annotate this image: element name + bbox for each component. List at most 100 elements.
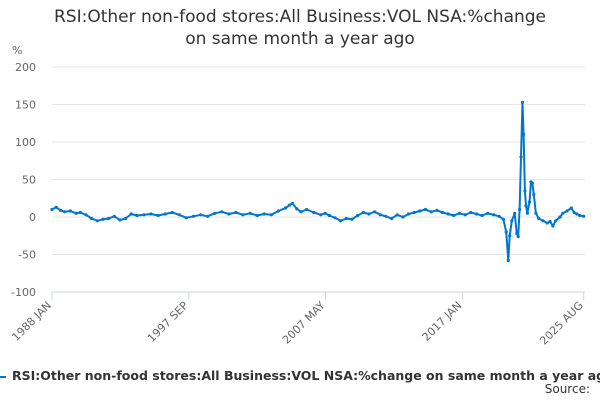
x-tick-label: 1988 JAN (9, 299, 54, 344)
data-point (527, 200, 532, 204)
data-point (344, 216, 348, 221)
data-point (446, 212, 450, 216)
data-point (68, 209, 72, 213)
data-point (90, 216, 94, 221)
data-point (339, 219, 343, 223)
data-point (480, 213, 484, 218)
data-point (248, 211, 252, 215)
x-axis: 1988 JAN 1997 SEP 2007 MAY 2017 JAN 2025 AUG (9, 291, 586, 347)
data-point (554, 219, 558, 223)
data-point (112, 214, 116, 218)
x-tick-label: 1997 SEP (145, 299, 191, 345)
grid-lines (52, 66, 585, 293)
data-point (474, 212, 479, 216)
data-point (283, 206, 288, 210)
y-tick-label: 100 (15, 136, 36, 149)
data-point (395, 213, 399, 217)
data-point (558, 215, 562, 219)
data-point (199, 213, 203, 217)
data-point (361, 210, 365, 215)
data-point (295, 207, 299, 211)
data-point (373, 210, 377, 214)
data-point (227, 212, 231, 216)
data-point (269, 213, 273, 217)
data-point (561, 211, 565, 215)
data-point (367, 212, 371, 216)
y-tick-label: 150 (15, 99, 36, 112)
source-label: Source: (544, 382, 590, 396)
y-axis-unit-label: % (12, 44, 22, 57)
data-point (356, 213, 360, 218)
data-point (525, 211, 530, 215)
data-point (288, 203, 292, 207)
data-point (530, 181, 535, 185)
data-point (276, 209, 280, 213)
data-point (305, 207, 309, 212)
data-point (78, 210, 82, 215)
data-point (50, 207, 54, 212)
data-point (107, 216, 111, 221)
series-line (51, 101, 584, 262)
data-point (429, 210, 433, 214)
series-group (50, 100, 586, 263)
x-tick-label: 2017 JAN (420, 299, 465, 344)
data-point (452, 213, 456, 218)
data-point (163, 212, 167, 216)
data-point (545, 221, 549, 225)
data-point (54, 205, 58, 209)
x-tick-label: 2007 MAY (280, 299, 328, 347)
data-point (390, 216, 394, 221)
data-point (510, 219, 514, 223)
data-point (156, 213, 160, 218)
chart-title: RSI:Other non-food stores:All Business:V… (0, 6, 600, 50)
data-point (412, 210, 416, 215)
data-point (423, 207, 428, 212)
data-point (537, 216, 541, 221)
data-point (513, 211, 517, 215)
data-point (184, 216, 188, 220)
data-point (327, 213, 331, 218)
y-tick-label: 0 (29, 211, 36, 224)
data-point (149, 212, 153, 216)
data-point (506, 258, 510, 263)
data-point (486, 211, 490, 215)
data-point (519, 155, 523, 159)
data-point (378, 213, 382, 217)
data-point (508, 234, 512, 238)
data-point (497, 214, 501, 218)
data-point (520, 100, 525, 104)
data-point (170, 210, 174, 215)
data-point (213, 211, 217, 215)
data-point (299, 210, 303, 214)
data-point (578, 213, 582, 218)
data-point (63, 210, 67, 214)
data-point (504, 230, 508, 234)
chart-title-line-2: on same month a year ago (185, 29, 415, 49)
data-point (532, 192, 536, 197)
data-point (457, 211, 462, 215)
data-point (469, 210, 473, 215)
data-point (74, 211, 78, 215)
data-point (463, 213, 467, 217)
data-point (241, 213, 245, 217)
data-point (177, 213, 181, 217)
legend[interactable]: RSI:Other non-food stores:All Business:V… (0, 368, 600, 384)
data-point (435, 208, 439, 212)
y-axis-ticks: 200 150 100 50 0 -50 -100 (11, 61, 36, 299)
data-point (262, 212, 266, 216)
data-point (255, 213, 259, 218)
y-tick-label: 50 (22, 174, 36, 187)
data-point (501, 217, 505, 221)
data-point (333, 216, 337, 220)
data-point (541, 219, 545, 223)
data-point (524, 204, 528, 208)
data-point (290, 201, 295, 206)
data-point (124, 216, 128, 221)
data-point (350, 217, 354, 221)
data-point (522, 132, 526, 137)
data-point (384, 214, 388, 218)
y-tick-label: -50 (18, 249, 36, 262)
data-point (534, 211, 538, 215)
data-point (323, 211, 327, 215)
